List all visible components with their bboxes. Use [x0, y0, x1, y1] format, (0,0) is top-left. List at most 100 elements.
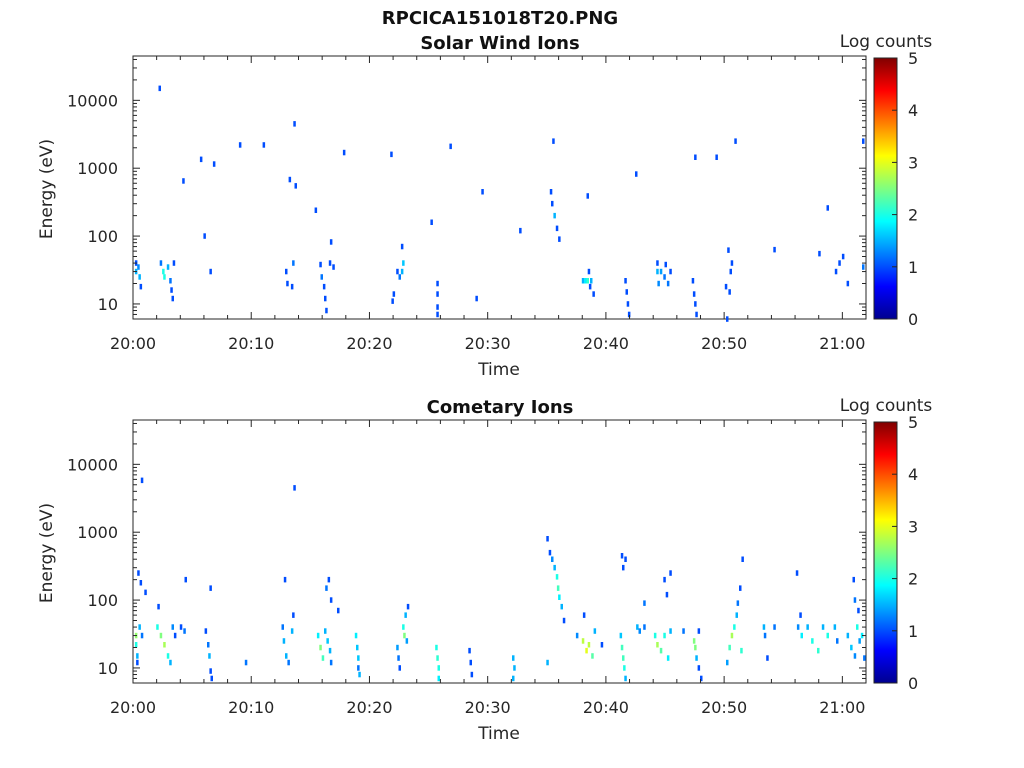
heatmap-cell: [392, 291, 396, 297]
heatmap-cell: [638, 628, 641, 634]
heatmap-cell: [806, 624, 809, 630]
figure-title: RPCICA151018T20.PNG: [382, 8, 618, 29]
heatmap-cell: [319, 261, 322, 268]
heatmap-cell: [590, 278, 593, 284]
heatmap-cell: [853, 597, 857, 603]
heatmap-cell: [669, 570, 672, 576]
heatmap-cell: [663, 632, 666, 639]
heatmap-cell: [694, 301, 697, 307]
heatmap-cell: [588, 283, 592, 290]
heatmap-cell: [622, 655, 625, 661]
heatmap-cell: [170, 287, 173, 293]
heatmap-cell: [694, 644, 697, 651]
heatmap-cell: [766, 655, 769, 661]
heatmap-cell: [166, 264, 170, 270]
heatmap-cell: [405, 638, 409, 644]
heatmap-cell: [659, 268, 663, 275]
heatmap-cell: [836, 638, 839, 644]
heatmap-cell: [285, 268, 288, 275]
heatmap-cell: [139, 283, 143, 290]
heatmap-cell: [694, 154, 697, 160]
colorbar-tick-label: 3: [908, 517, 918, 536]
heatmap-cell: [290, 283, 294, 290]
heatmap-cell: [171, 624, 174, 630]
x-tick-label: 20:00: [110, 334, 156, 353]
heatmap-cell: [695, 311, 698, 318]
colorbar: [873, 421, 898, 684]
colorbar-ticks: 0 1 2 3 4 5: [892, 413, 918, 693]
plot-area: [132, 55, 867, 320]
heatmap-cell: [406, 603, 410, 610]
heatmap-cell: [682, 628, 685, 634]
x-tick-label: 20:50: [701, 698, 747, 717]
heatmap-cell: [436, 291, 439, 297]
heatmap-cell: [586, 278, 589, 284]
heatmap-cell: [469, 659, 472, 666]
heatmap-cell: [481, 189, 484, 195]
heatmap-cell: [286, 280, 289, 287]
y-tick-label: 10000: [67, 91, 118, 110]
heatmap-cell: [826, 205, 829, 211]
heatmap-cell: [826, 632, 829, 639]
heatmap-cell: [329, 239, 333, 245]
heatmap-cell: [560, 603, 563, 610]
heatmap-cell: [556, 585, 560, 591]
heatmap-cell: [818, 250, 821, 257]
heatmap-cell: [724, 283, 728, 290]
heatmap-cell: [862, 138, 865, 144]
heatmap-cell: [657, 280, 660, 287]
heatmap-cell: [587, 268, 591, 275]
heatmap-cell: [293, 485, 296, 491]
heatmap-cell: [357, 665, 360, 671]
heatmap-cell: [468, 647, 471, 654]
heatmap-cell: [357, 655, 360, 661]
heatmap-cell: [739, 585, 742, 591]
heatmap-cell: [136, 659, 139, 666]
heatmap-cell: [862, 264, 865, 270]
heatmap-cell: [173, 632, 177, 639]
heatmap-cell: [669, 268, 672, 275]
heatmap-cell: [402, 624, 405, 630]
heatmap-cell: [140, 477, 144, 484]
heatmap-cell: [238, 142, 242, 148]
heatmap-cell: [138, 624, 141, 630]
heatmap-cell: [728, 644, 731, 651]
heatmap-cell: [199, 156, 203, 163]
heatmap-cell: [619, 632, 623, 639]
heatmap-cell: [134, 642, 138, 648]
heatmap-cell: [729, 268, 732, 275]
heatmap-cell: [795, 570, 799, 576]
heatmap-cell: [209, 585, 212, 591]
heatmap-cell: [519, 227, 522, 234]
heatmap-cell: [581, 638, 585, 644]
heatmap-cell: [337, 607, 340, 614]
heatmap-cell: [856, 624, 859, 630]
heatmap-cell: [623, 665, 626, 671]
colorbar-tick-label: 1: [908, 622, 918, 641]
panel-solar-wind: Solar Wind Ions Log counts Time Energy (…: [37, 32, 932, 380]
x-ticks: 20:00 20:10 20:20 20:30 20:40 20:50 21:00: [110, 56, 867, 353]
heatmap-cell: [136, 653, 139, 659]
heatmap-cell: [740, 647, 743, 654]
panel-title: Solar Wind Ions: [420, 33, 579, 54]
heatmap-cell: [627, 311, 631, 318]
colorbar-tick-label: 4: [908, 101, 918, 120]
heatmap-cell: [656, 268, 659, 275]
heatmap-cell: [553, 212, 556, 219]
heatmap-cell: [800, 632, 803, 639]
heatmap-cell: [403, 632, 406, 639]
heatmap-cell: [326, 638, 329, 644]
heatmap-cell: [624, 556, 627, 562]
heatmap-cell: [327, 576, 331, 583]
heatmap-cell: [838, 260, 841, 266]
heatmap-cell: [697, 665, 701, 671]
heatmap-cell: [282, 638, 286, 644]
heatmap-cell: [555, 225, 559, 232]
plot-area: [132, 419, 867, 684]
heatmap-cell: [324, 295, 327, 302]
heatmap-cell: [203, 233, 206, 239]
heatmap-cell: [584, 278, 587, 284]
heatmap-cell: [853, 653, 857, 659]
colorbar-ticks: 0 1 2 3 4 5: [892, 49, 918, 329]
